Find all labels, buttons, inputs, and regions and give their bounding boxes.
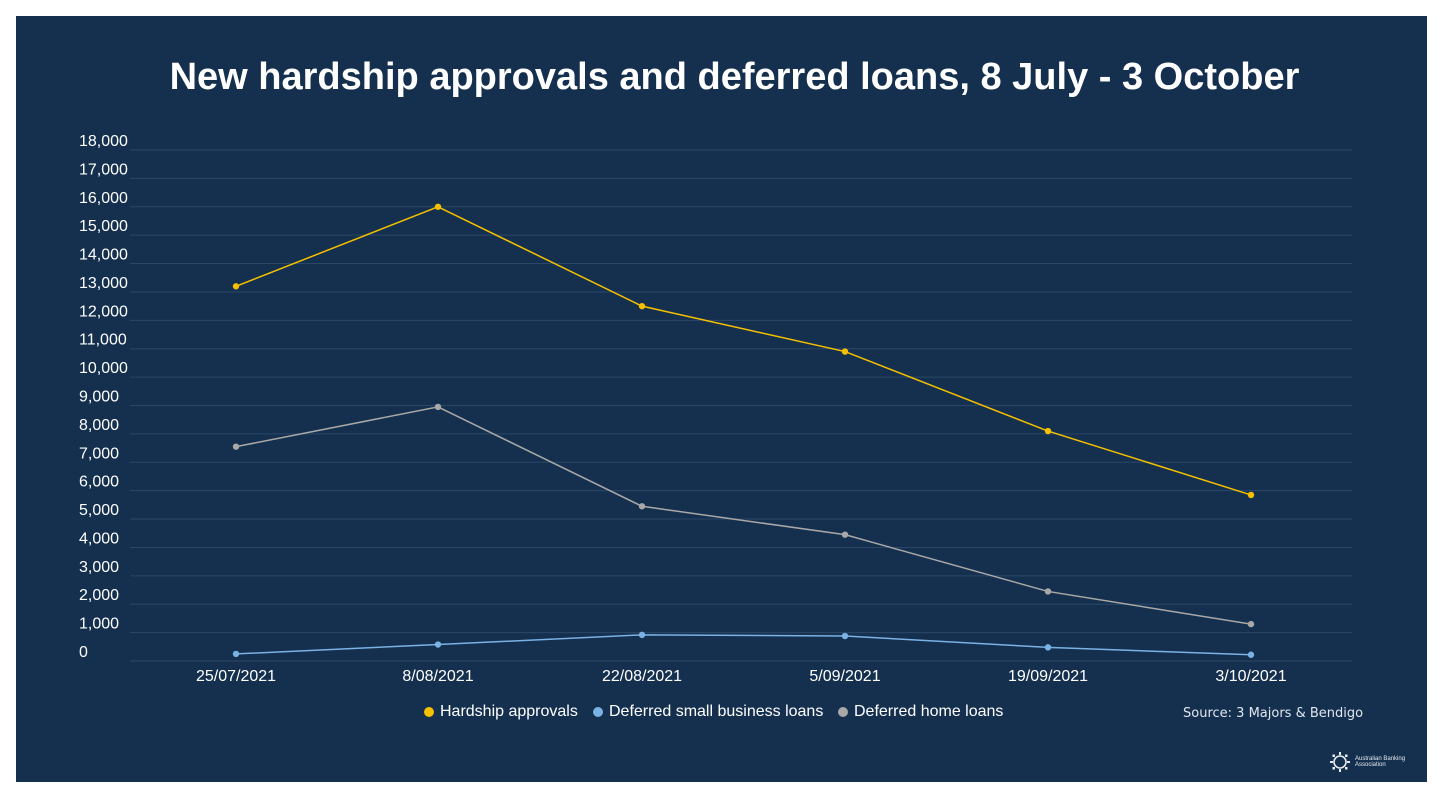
y-tick-label: 6,000 — [79, 474, 119, 491]
x-tick-label: 22/08/2021 — [602, 668, 682, 685]
y-tick-label: 12,000 — [79, 303, 128, 320]
y-tick-label: 2,000 — [79, 587, 119, 604]
data-point[interactable] — [1247, 651, 1255, 658]
series-line — [235, 205, 1252, 496]
y-tick-label: 17,000 — [79, 161, 128, 178]
x-tick-label: 25/07/2021 — [196, 668, 276, 685]
y-tick-label: 11,000 — [79, 332, 127, 349]
data-point[interactable] — [232, 443, 240, 450]
legend-item-hardship-approvals[interactable]: Hardship approvals — [424, 703, 578, 721]
series-1 — [232, 631, 1255, 658]
y-axis: 0 1,000 2,000 3,000 4,000 5,000 6,000 7,000 8,00… — [79, 133, 128, 661]
data-point[interactable] — [1044, 588, 1052, 595]
legend-marker-small-business — [593, 707, 603, 717]
legend-marker-home-loans — [838, 707, 848, 717]
data-point[interactable] — [841, 531, 849, 538]
x-axis: 25/07/2021 8/08/2021 22/08/2021 5/09/2021 19… — [196, 668, 1287, 685]
series-2 — [232, 403, 1255, 628]
data-point[interactable] — [841, 348, 849, 355]
x-tick-label: 8/08/2021 — [402, 668, 473, 685]
y-tick-label: 9,000 — [79, 389, 119, 406]
series-group — [232, 203, 1255, 658]
aba-logo-icon — [1330, 752, 1350, 772]
source-note: Source: 3 Majors & Bendigo — [1183, 706, 1364, 721]
data-point[interactable] — [1247, 620, 1255, 628]
legend-label: Deferred home loans — [854, 703, 1004, 720]
aba-logo: Australian Banking Association — [1329, 751, 1415, 773]
y-tick-label: 18,000 — [79, 133, 128, 150]
data-point[interactable] — [232, 650, 240, 658]
series-line — [235, 634, 1252, 656]
chart-title: New hardship approvals and deferred loan… — [169, 56, 1300, 98]
data-point[interactable] — [1247, 491, 1255, 499]
y-tick-label: 8,000 — [79, 417, 119, 434]
chart-panel — [16, 16, 1427, 782]
y-tick-label: 13,000 — [79, 275, 128, 292]
data-point[interactable] — [434, 641, 442, 648]
data-point[interactable] — [638, 302, 646, 310]
data-point[interactable] — [434, 203, 442, 210]
legend-item-deferred-home-loans[interactable]: Deferred home loans — [838, 703, 1003, 721]
data-point[interactable] — [434, 403, 442, 411]
legend-item-deferred-small-business-loans[interactable]: Deferred small business loans — [593, 703, 823, 721]
legend-label: Deferred small business loans — [609, 703, 824, 720]
grid-lines — [130, 149, 1352, 662]
legend-marker-hardship — [424, 707, 434, 717]
y-tick-label: 16,000 — [79, 190, 128, 207]
y-tick-label: 15,000 — [79, 218, 128, 235]
y-tick-label: 7,000 — [79, 445, 119, 462]
x-tick-label: 5/09/2021 — [809, 668, 880, 685]
aba-logo-text: Australian Banking Association — [1355, 756, 1406, 768]
y-tick-label: 1,000 — [79, 616, 119, 633]
legend-label: Hardship approvals — [440, 703, 578, 720]
data-point[interactable] — [638, 503, 646, 510]
data-point[interactable] — [1044, 644, 1052, 651]
data-point[interactable] — [1044, 427, 1052, 435]
y-tick-label: 5,000 — [79, 502, 119, 519]
series-0 — [232, 203, 1255, 499]
data-point[interactable] — [232, 283, 240, 290]
x-tick-label: 3/10/2021 — [1215, 668, 1286, 685]
y-tick-label: 14,000 — [79, 247, 128, 264]
y-tick-label: 0 — [79, 644, 88, 661]
y-tick-label: 4,000 — [79, 530, 119, 547]
data-point[interactable] — [638, 631, 646, 639]
y-tick-label: 10,000 — [79, 360, 128, 377]
x-tick-label: 19/09/2021 — [1008, 668, 1088, 685]
series-line — [235, 406, 1252, 625]
y-tick-label: 3,000 — [79, 559, 119, 576]
data-point[interactable] — [841, 632, 849, 640]
legend: Hardship approvals Deferred small busine… — [0, 703, 1439, 727]
